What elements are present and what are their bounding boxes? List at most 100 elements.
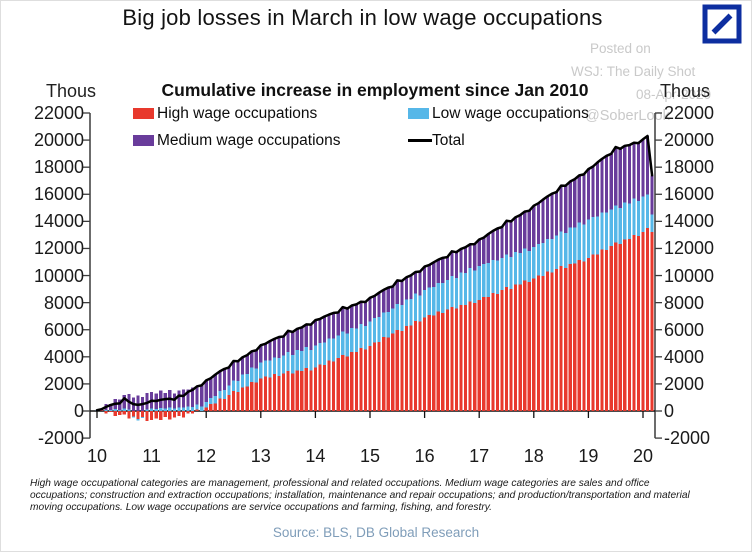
bar-segment	[650, 232, 654, 411]
bar-segment	[636, 235, 641, 411]
bar-segment	[432, 262, 436, 287]
bar-segment	[573, 179, 577, 228]
bar-segment	[473, 303, 477, 411]
bar-segment	[186, 389, 190, 407]
bar-segment	[154, 411, 158, 419]
bar-segment	[300, 371, 304, 411]
bar-segment	[600, 158, 604, 213]
bar-segment	[272, 338, 277, 358]
bar-segment	[145, 392, 149, 410]
bar-segment	[104, 411, 108, 414]
bar-segment	[418, 321, 422, 411]
bar-segment	[463, 272, 468, 305]
bar-segment	[250, 381, 254, 411]
bar-segment	[382, 289, 386, 313]
bar-segment	[150, 411, 154, 420]
bar-segment	[204, 407, 208, 411]
bar-segment	[241, 374, 245, 388]
bar-segment	[259, 378, 263, 411]
bar-segment	[523, 248, 527, 281]
bar-segment	[350, 305, 354, 329]
bar-segment	[327, 360, 331, 411]
bar-segment	[172, 411, 176, 418]
bar-segment	[504, 287, 509, 411]
page-title: Big job losses in March in low wage occu…	[122, 5, 603, 30]
bar-segment	[527, 281, 531, 411]
bar-segment	[605, 155, 609, 213]
bar-segment	[268, 341, 272, 361]
bar-segment	[636, 143, 641, 202]
bar-segment	[263, 360, 267, 377]
bar-segment	[113, 411, 117, 416]
bar-segment	[441, 257, 445, 284]
bar-segment	[222, 399, 226, 411]
bar-segment	[127, 409, 131, 411]
bar-segment	[259, 362, 263, 379]
bar-segment	[386, 311, 390, 338]
bar-segment	[445, 309, 449, 411]
bar-segment	[332, 312, 336, 339]
bar-segment	[413, 272, 418, 294]
bar-segment	[304, 367, 308, 411]
bar-segment	[368, 345, 372, 411]
bar-segment	[514, 284, 518, 411]
bar-segment	[104, 409, 108, 411]
bar-segment	[504, 220, 509, 255]
bar-segment	[436, 282, 440, 312]
watermark-wsj-daily-shot: WSJ: The Daily Shot	[571, 64, 696, 79]
bar-segment	[527, 210, 531, 251]
bar-segment	[213, 403, 217, 411]
bar-segment	[459, 304, 463, 411]
bar-segment	[154, 409, 158, 411]
bar-segment	[177, 407, 181, 411]
bar-segment	[122, 408, 126, 411]
bar-segment	[227, 367, 231, 386]
bar-segment	[404, 326, 408, 411]
bar-segment	[254, 382, 258, 411]
bar-segment	[559, 266, 563, 411]
bar-segment	[454, 278, 459, 309]
bar-segment	[500, 290, 504, 411]
bar-segment	[486, 233, 490, 264]
bar-segment	[322, 342, 327, 365]
bar-segment	[459, 248, 463, 273]
bar-segment	[140, 417, 145, 419]
bar-segment	[518, 215, 522, 253]
bar-segment	[550, 193, 554, 239]
bar-segment	[573, 227, 577, 264]
bar-segment	[495, 260, 499, 294]
bar-segment	[591, 217, 595, 255]
bar-segment	[354, 352, 358, 411]
bar-segment	[618, 207, 622, 244]
bar-segment	[605, 212, 609, 251]
bar-segment	[368, 321, 372, 346]
bar-segment	[318, 343, 322, 365]
bar-segment	[541, 275, 545, 411]
bar-segment	[286, 371, 290, 411]
bar-segment	[304, 346, 308, 368]
bar-segment	[577, 175, 581, 223]
bar-segment	[236, 381, 240, 393]
bar-segment	[222, 389, 226, 400]
bar-segment	[427, 265, 431, 288]
bar-segment	[473, 244, 477, 271]
bar-segment	[582, 224, 586, 262]
bar-segment	[272, 374, 277, 411]
bar-segment	[559, 185, 563, 232]
bar-segment	[623, 239, 627, 411]
bar-segment	[536, 203, 540, 244]
bar-segment	[550, 272, 554, 411]
bar-segment	[395, 329, 399, 411]
bar-segment	[332, 338, 336, 362]
bar-segment	[577, 222, 581, 260]
bar-segment	[318, 319, 322, 344]
bar-segment	[300, 351, 304, 372]
bar-segment	[391, 333, 395, 411]
bar-segment	[250, 351, 254, 368]
bar-segment	[568, 181, 572, 228]
bar-segment	[554, 192, 559, 236]
bar-segment	[245, 373, 249, 387]
bar-segment	[536, 243, 540, 276]
bar-segment	[632, 142, 636, 199]
